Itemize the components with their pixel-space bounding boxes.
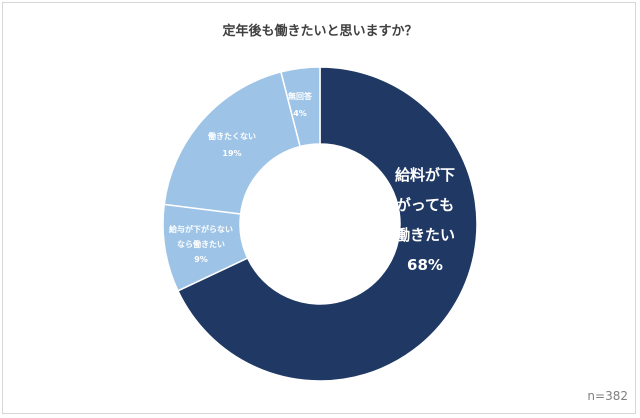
slice-label-2: 給与が下がらないなら働きたい 9% — [169, 224, 233, 264]
slice-label-1: 給料が下がっても働きたい 68% — [394, 166, 455, 274]
slice-label-4: 無回答 4% — [288, 91, 313, 118]
donut-slice-1 — [176, 66, 478, 382]
donut-slice-4 — [280, 66, 321, 148]
sample-size-note: n=382 — [587, 389, 628, 403]
chart-title: 定年後も働きたいと思いますか？ — [222, 24, 418, 39]
donut-slice-3 — [163, 71, 302, 215]
slice-label-3: 働きたくない 19% — [207, 131, 256, 158]
